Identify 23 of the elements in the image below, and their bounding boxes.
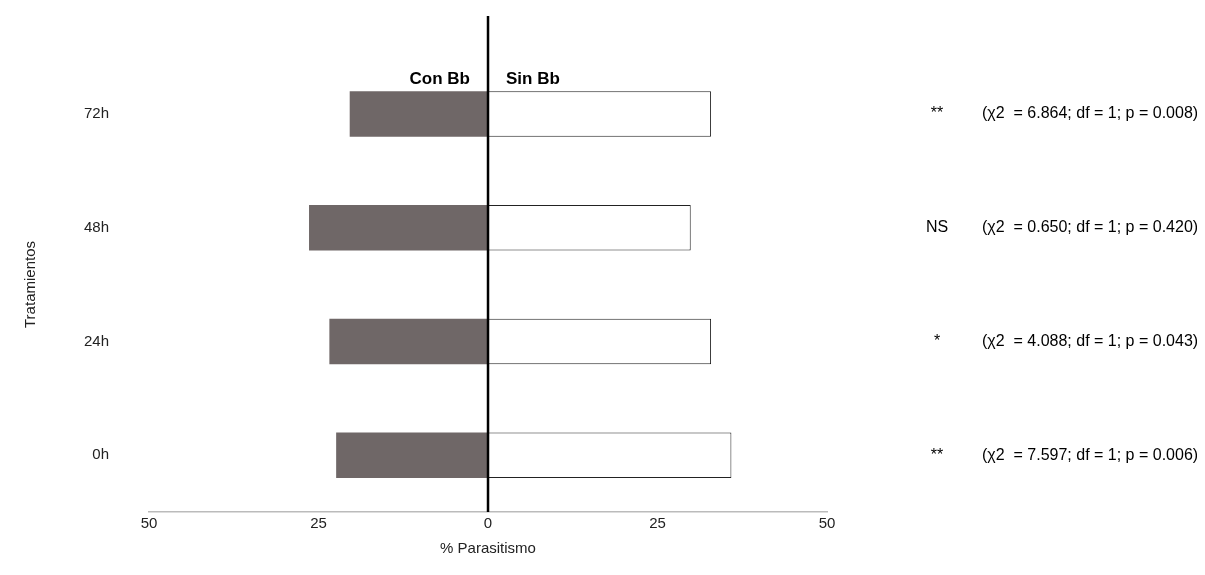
x-tick-label: 50 [140,514,158,532]
series-label: Con Bb [409,68,471,88]
x-tick-label: 0 [483,514,493,532]
y-tick-label: 24h [84,331,110,349]
text: * [933,331,941,349]
text: ** [930,445,944,463]
text: NS [925,218,949,236]
text: ** [930,104,944,122]
text: (χ2 = 6.864; df = 1; p = 0.008) [982,104,1199,122]
y-axis-title: Tratamientos [21,241,39,328]
series-label: Sin Bb [506,68,560,88]
text: (χ2 = 4.088; df = 1; p = 0.043) [982,331,1199,349]
x-tick-label: 25 [310,514,327,532]
y-tick-label: 72h [84,104,110,122]
x-axis-title: % Parasitismo [440,539,536,557]
bar [309,204,489,251]
bar [336,432,489,478]
y-tick-label: 0h [92,445,110,463]
x-tick-label: 25 [649,514,666,532]
text: (χ2 = 7.597; df = 1; p = 0.006) [982,445,1199,463]
x-tick-label: 50 [818,514,836,532]
text: (χ2 = 0.650; df = 1; p = 0.420) [982,218,1199,236]
y-tick-label: 48h [84,217,110,235]
